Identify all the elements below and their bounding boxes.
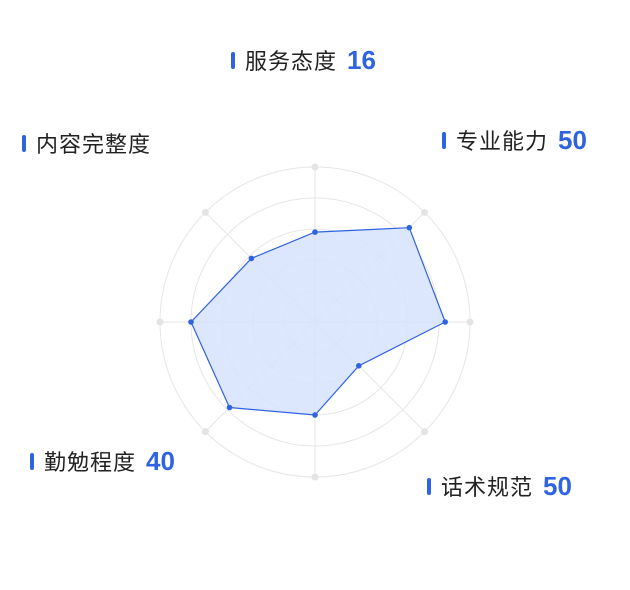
radar-data-point [312, 229, 318, 235]
axis-label-content-completeness: 内容完整度 [22, 128, 151, 158]
axis-value: 50 [558, 124, 587, 155]
radar-data-point [312, 412, 318, 418]
axis-name: 话术规范 [441, 476, 534, 501]
label-marker [231, 51, 235, 69]
axis-name: 服务态度 [245, 50, 338, 75]
radar-data-point [356, 363, 362, 369]
axis-name: 内容完整度 [36, 133, 152, 158]
axis-value: 40 [146, 445, 175, 476]
axis-value: 50 [543, 470, 572, 501]
radar-spoke-end-dot [421, 428, 429, 436]
radar-spoke-end-dot [311, 163, 319, 171]
axis-label-professional-ability: 专业能力 50 [442, 125, 587, 155]
label-marker [442, 131, 446, 149]
axis-label-diligence: 勤勉程度 40 [30, 446, 175, 476]
label-marker [30, 452, 34, 470]
radar-data-area [190, 227, 446, 416]
axis-label-service-attitude: 服务态度 16 [231, 45, 376, 75]
label-marker [427, 477, 431, 495]
label-marker [22, 134, 26, 152]
radar-data-point [406, 224, 413, 231]
radar-series [188, 224, 449, 418]
radar-spoke-end-dot [466, 318, 474, 326]
radar-data-point [188, 319, 194, 325]
radar-spoke-end-dot [201, 208, 209, 216]
radar-data-point [226, 404, 233, 411]
axis-label-speech-norms: 话术规范 50 [427, 471, 572, 501]
radar-spoke-end-dot [421, 208, 429, 216]
axis-value: 16 [347, 44, 376, 75]
radar-spoke-end-dot [201, 428, 209, 436]
radar-spoke-end-dot [311, 473, 319, 481]
radar-spoke-end-dot [156, 318, 164, 326]
axis-name: 专业能力 [456, 130, 549, 155]
radar-data-point [442, 319, 449, 325]
axis-name: 勤勉程度 [44, 451, 137, 476]
radar-data-point [248, 255, 255, 262]
